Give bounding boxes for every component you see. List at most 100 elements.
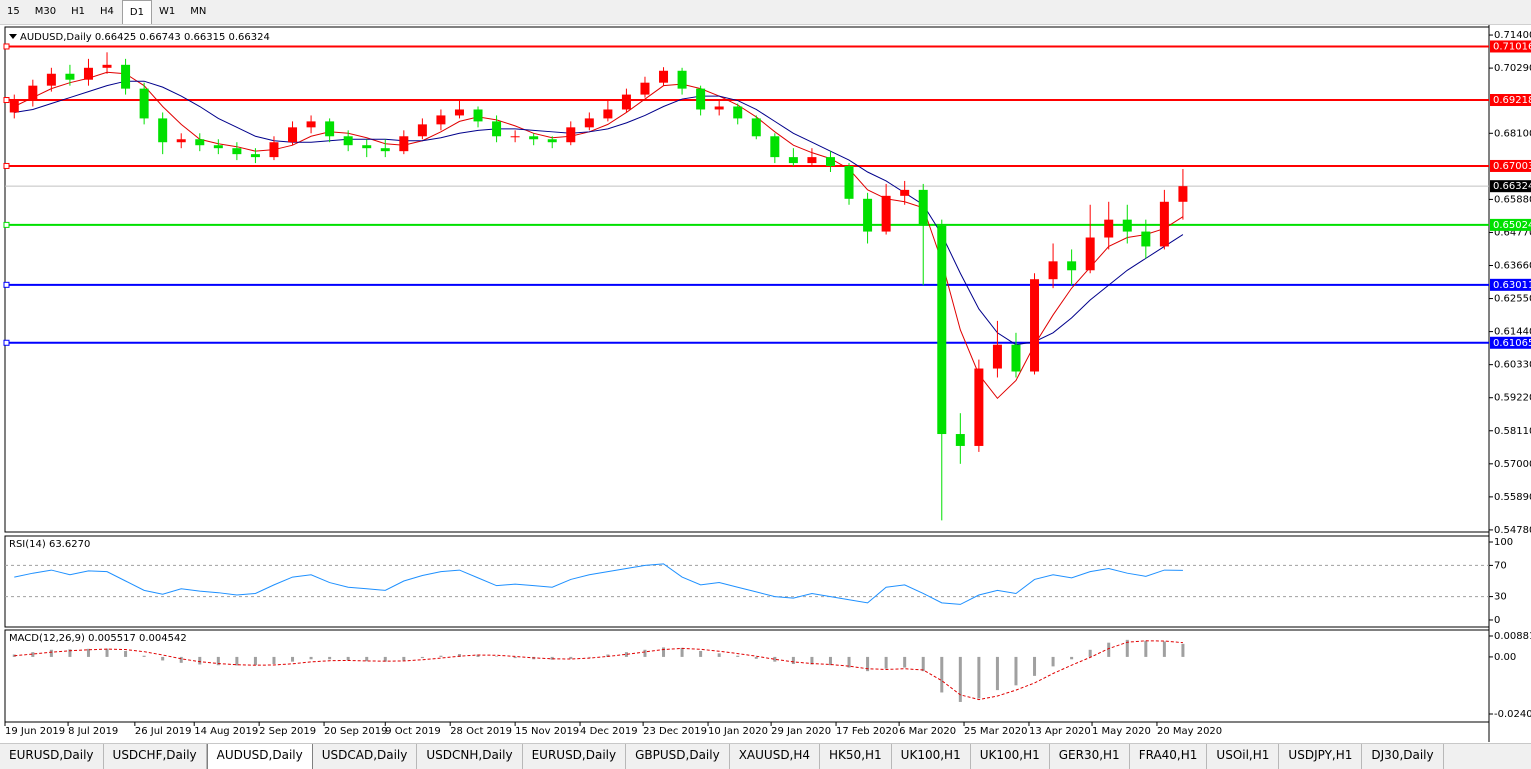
macd-bar <box>1014 656 1018 686</box>
chart-tab[interactable]: USDJPY,H1 <box>1279 744 1363 769</box>
candle-body <box>288 127 298 143</box>
moving-average <box>14 71 1184 400</box>
chart-tab[interactable]: EURUSD,Daily <box>523 744 627 769</box>
candle-body <box>510 136 520 138</box>
level-label: 0.69218 <box>1493 95 1531 106</box>
macd-bar <box>1088 649 1092 657</box>
chart-tab[interactable]: GER30,H1 <box>1050 744 1130 769</box>
level-label: 0.63011 <box>1493 280 1531 291</box>
candle-body <box>195 139 205 146</box>
candle-body <box>974 368 984 446</box>
panel-frame <box>4 535 1490 628</box>
candle-body <box>584 118 594 128</box>
chart-tab[interactable]: FRA40,H1 <box>1130 744 1208 769</box>
chart-tab[interactable]: USOil,H1 <box>1207 744 1280 769</box>
x-tick-label: 8 Jul 2019 <box>68 726 118 737</box>
macd-bar <box>12 654 16 657</box>
macd-bar <box>179 656 183 663</box>
macd-bar <box>402 656 406 661</box>
chart-tab[interactable]: USDCNH,Daily <box>417 744 523 769</box>
level-label-box <box>1490 94 1531 107</box>
x-tick-label: 10 Jan 2020 <box>708 726 768 737</box>
chart-tab[interactable]: EURUSD,Daily <box>0 744 104 769</box>
chart-tab[interactable]: USDCAD,Daily <box>313 744 418 769</box>
macd-bar <box>847 656 851 668</box>
chart-tab[interactable]: DJ30,Daily <box>1362 744 1444 769</box>
macd-bar <box>569 656 573 659</box>
candle-body <box>844 166 854 199</box>
indicator-title: RSI(14) 63.6270 <box>9 539 90 550</box>
x-tick-label: 28 Oct 2019 <box>450 726 512 737</box>
y-tick-label: 0 <box>1494 615 1500 626</box>
candle-body <box>139 88 149 119</box>
candle-body <box>83 67 93 80</box>
macd-bar <box>1144 640 1148 657</box>
macd-bar <box>346 656 350 661</box>
x-tick-label: 20 Sep 2019 <box>324 726 387 737</box>
timeframe-button[interactable]: H4 <box>99 6 114 17</box>
x-tick-label: 2 Sep 2019 <box>259 726 316 737</box>
macd-bar <box>291 656 295 662</box>
candle-body <box>1159 201 1169 247</box>
collapse-icon <box>9 34 17 39</box>
level-label-box <box>1490 159 1531 172</box>
timeframe-button[interactable]: MN <box>190 6 207 17</box>
level-label-box <box>1490 218 1531 231</box>
level-handle <box>3 281 10 288</box>
candle-body <box>992 344 1002 369</box>
macd-bar <box>105 648 109 657</box>
macd-bar <box>142 655 146 657</box>
candle-body <box>659 70 669 83</box>
timeframe-button[interactable]: M30 <box>34 6 57 17</box>
chart-tab[interactable]: USDCHF,Daily <box>104 744 207 769</box>
macd-bar <box>476 654 480 657</box>
timeframe-button[interactable]: D1 <box>121 0 152 24</box>
chart-title: AUDUSD,Daily 0.66425 0.66743 0.66315 0.6… <box>20 32 270 43</box>
candle-body <box>547 139 557 143</box>
macd-bar <box>1181 643 1185 657</box>
macd-bar <box>124 650 128 657</box>
timeframe-button[interactable]: H1 <box>71 6 85 17</box>
candle-body <box>529 136 539 140</box>
timeframe-button[interactable]: W1 <box>158 6 176 17</box>
chart-tab[interactable]: HK50,H1 <box>820 744 892 769</box>
macd-bar <box>624 652 628 657</box>
macd-bar <box>643 649 647 657</box>
candle-body <box>1141 231 1151 247</box>
chart-tab[interactable]: AUDUSD,Daily <box>206 744 313 769</box>
candle-body <box>417 124 427 137</box>
macd-bar <box>995 656 999 691</box>
macd-bar <box>699 650 703 657</box>
macd-bar <box>420 656 424 659</box>
macd-bar <box>903 656 907 668</box>
candle-body <box>1122 219 1132 232</box>
chart-tab[interactable]: UK100,H1 <box>971 744 1050 769</box>
x-tick-label: 13 Apr 2020 <box>1029 726 1091 737</box>
macd-bar <box>253 656 257 666</box>
chart-tab[interactable]: UK100,H1 <box>892 744 971 769</box>
chart: AUDUSD,Daily 0.66425 0.66743 0.66315 0.6… <box>3 24 1531 742</box>
level-label-box <box>1490 278 1531 291</box>
x-tick-label: 25 Mar 2020 <box>964 726 1027 737</box>
candle-body <box>343 136 353 146</box>
level-handle <box>3 221 10 228</box>
level-label: 0.65024 <box>1493 220 1531 231</box>
candle-body <box>1011 344 1021 372</box>
chart-tab[interactable]: GBPUSD,Daily <box>626 744 730 769</box>
y-tick-label: 70 <box>1494 560 1507 571</box>
candle-body <box>65 73 75 80</box>
moving-average <box>14 80 1184 346</box>
x-tick-label: 1 May 2020 <box>1092 726 1151 737</box>
candle-body <box>121 64 131 89</box>
candle-body <box>621 94 631 110</box>
chart-tab[interactable]: XAUUSD,H4 <box>730 744 821 769</box>
last-price-box <box>1490 180 1531 193</box>
candle-body <box>9 100 19 113</box>
timeframe-button[interactable]: 15 <box>7 6 20 17</box>
candle-body <box>1104 219 1114 238</box>
macd-bar <box>884 656 888 669</box>
